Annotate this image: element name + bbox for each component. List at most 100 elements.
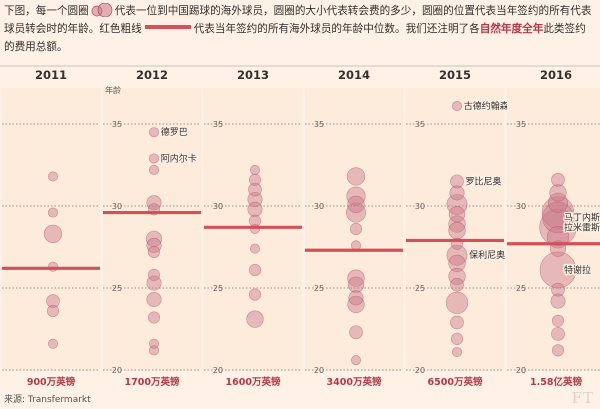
- y-tick-label: 30: [314, 202, 324, 211]
- total-fee-2014: 3400万英镑: [327, 376, 382, 388]
- data-point: [248, 288, 262, 301]
- data-point: [551, 327, 565, 341]
- data-point: [149, 127, 160, 138]
- intro-text: 下图，每一个圆圈 代表一位到中国踢球的海外球员，圆圈的大小代表转会费的多少，圆圈的…: [4, 2, 594, 56]
- y-tick-label: 20: [516, 366, 526, 375]
- player-label: 保利尼奥: [469, 249, 505, 261]
- data-point: [551, 282, 565, 297]
- player-label: 德罗巴: [161, 126, 188, 138]
- data-point: [542, 201, 574, 234]
- year-label-2011: 2011: [35, 68, 67, 82]
- y-tick-label: 25: [314, 284, 324, 293]
- data-point: [448, 215, 466, 233]
- data-point: [149, 153, 160, 164]
- intro-part-5: 此类签约的费用总额。: [4, 23, 586, 53]
- data-point: [147, 311, 161, 324]
- player-label: 特谢拉: [564, 264, 591, 276]
- data-point: [450, 332, 464, 345]
- panel-2012: [103, 88, 201, 371]
- data-point: [349, 325, 363, 340]
- year-label-2013: 2013: [237, 68, 269, 82]
- panel-2016: [507, 88, 600, 371]
- player-label: 古德约翰森: [464, 100, 509, 112]
- data-point: [551, 314, 565, 327]
- median-legend-icon: [144, 25, 191, 29]
- data-point: [146, 291, 162, 307]
- intro-part-3: 代表当年签约的所有海外球员的年龄中位数。我们还注明了各: [193, 23, 480, 35]
- data-point: [451, 346, 462, 357]
- data-point: [46, 294, 60, 308]
- data-point: [47, 261, 58, 272]
- panel-2014: [305, 88, 403, 371]
- data-point: [450, 315, 464, 330]
- data-point: [47, 338, 58, 349]
- data-point: [250, 164, 261, 175]
- data-point: [346, 167, 366, 186]
- data-point: [149, 164, 160, 175]
- data-point: [347, 195, 365, 213]
- y-tick-label: 30: [516, 202, 526, 211]
- data-point: [539, 251, 577, 289]
- total-fee-2015: 6500万英镑: [428, 376, 483, 388]
- data-point: [449, 185, 465, 201]
- data-point: [250, 243, 261, 254]
- data-point: [448, 254, 466, 273]
- data-point: [147, 245, 161, 258]
- data-point: [46, 304, 60, 317]
- intro-part-2: 代表一位到中国踢球的海外球员，圆圈的大小代表转会费的多少，圆圈的位置代表当年签约…: [4, 5, 592, 35]
- y-tick-label: 35: [213, 120, 223, 129]
- data-point: [146, 237, 162, 253]
- y-tick-label: 25: [112, 284, 122, 293]
- intro-part-1: 下图，每一个圆圈: [4, 5, 89, 17]
- data-point: [347, 276, 365, 293]
- intro-highlight: 自然年度全年: [479, 23, 544, 35]
- panel-2015: [406, 88, 504, 371]
- y-tick-label: 25: [213, 284, 223, 293]
- y-tick-label: 25: [415, 284, 425, 293]
- data-point: [448, 267, 466, 286]
- data-point: [250, 223, 261, 234]
- data-point: [246, 310, 264, 328]
- panel-2013: [204, 88, 302, 371]
- y-tick-label: 35: [112, 120, 122, 129]
- data-point: [445, 291, 469, 314]
- total-fee-2013: 1600万英镑: [226, 376, 281, 388]
- y-tick-label: 30: [213, 202, 223, 211]
- data-point: [347, 295, 365, 314]
- data-point: [47, 171, 58, 182]
- data-point: [145, 230, 163, 247]
- y-tick-label: 35: [314, 120, 324, 129]
- data-point: [149, 345, 160, 356]
- data-point: [450, 277, 464, 292]
- data-point: [347, 269, 365, 287]
- ft-logo: FT: [571, 389, 594, 407]
- data-point: [348, 290, 364, 306]
- y-tick-label: 20: [112, 366, 122, 375]
- source-note: 来源: Transfermarkt: [4, 395, 91, 405]
- y-tick-label: 20: [415, 366, 425, 375]
- y-tick-label: 20: [314, 366, 324, 375]
- bubble-legend-icon: [89, 2, 115, 18]
- data-point: [350, 355, 361, 366]
- total-fee-2016: 1.58亿英镑: [530, 376, 582, 388]
- y-tick-label: 35: [415, 120, 425, 129]
- data-point: [147, 268, 161, 281]
- y-tick-label: 30: [112, 202, 122, 211]
- year-label-2012: 2012: [136, 68, 168, 82]
- y-tick-label: 30: [415, 202, 425, 211]
- data-point: [349, 222, 363, 235]
- data-point: [248, 182, 262, 197]
- y-tick-label: 35: [516, 120, 526, 129]
- player-label: 马丁内斯: [564, 211, 600, 223]
- data-point: [547, 192, 568, 213]
- player-label: 罗比尼奥: [466, 175, 502, 187]
- player-label: 拉米雷斯: [564, 221, 600, 233]
- data-point: [146, 195, 162, 211]
- data-point: [550, 293, 566, 309]
- data-point: [350, 240, 361, 251]
- total-fee-2012: 1700万英镑: [125, 376, 180, 388]
- data-point: [549, 184, 567, 202]
- panel-2011: [2, 88, 100, 371]
- data-point: [539, 208, 577, 247]
